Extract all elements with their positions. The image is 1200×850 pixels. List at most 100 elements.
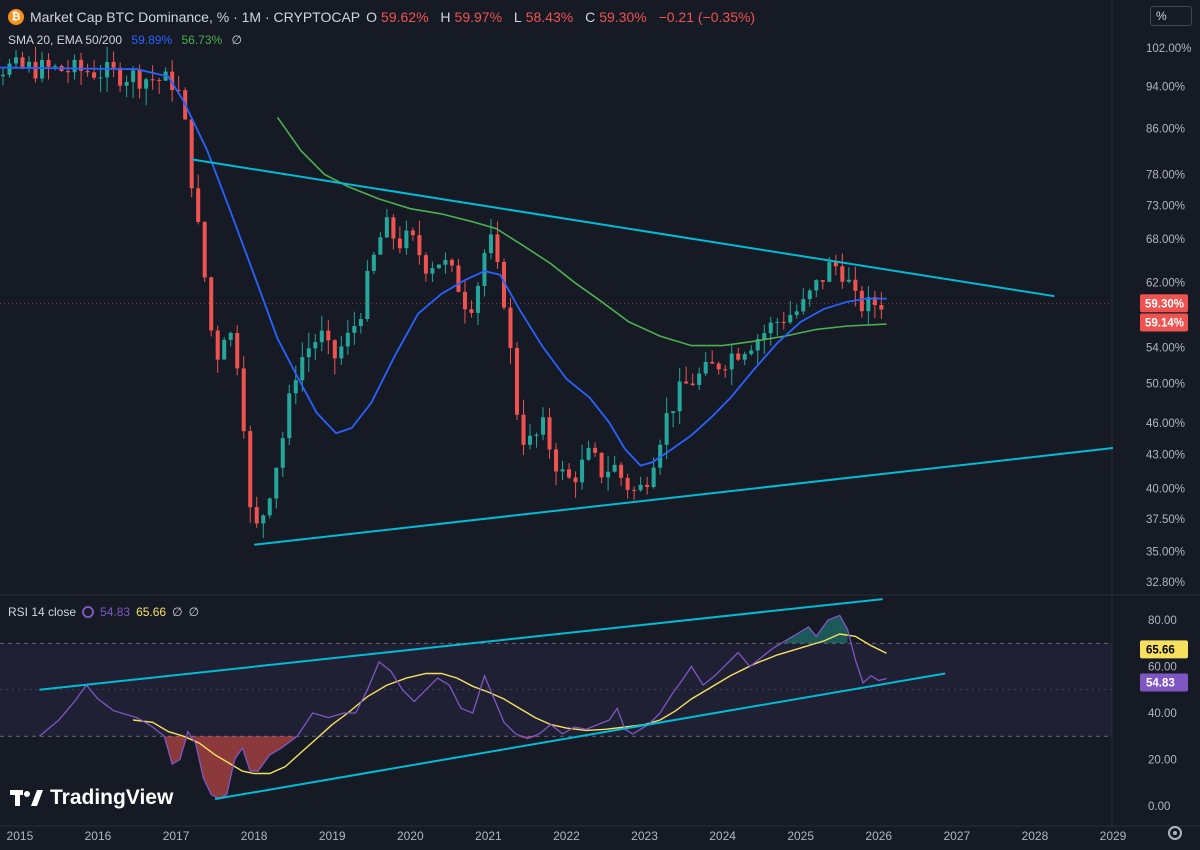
candle[interactable] <box>820 280 825 290</box>
candle[interactable] <box>723 365 728 378</box>
candle[interactable] <box>755 333 760 365</box>
candle[interactable] <box>872 290 877 319</box>
candle[interactable] <box>781 311 786 330</box>
main-pane[interactable] <box>0 46 1114 546</box>
candle[interactable] <box>749 345 754 356</box>
candle[interactable] <box>397 226 402 254</box>
candle[interactable] <box>150 65 155 90</box>
candle[interactable] <box>488 219 493 260</box>
candle[interactable] <box>736 347 741 362</box>
candle[interactable] <box>560 460 565 481</box>
candle[interactable] <box>866 285 871 326</box>
candle[interactable] <box>625 473 630 499</box>
candle[interactable] <box>332 339 337 375</box>
candle[interactable] <box>72 54 77 80</box>
candle[interactable] <box>170 60 175 102</box>
candle[interactable] <box>443 252 448 274</box>
candle[interactable] <box>267 497 272 519</box>
candle[interactable] <box>118 62 123 92</box>
candle[interactable] <box>131 66 136 99</box>
candle[interactable] <box>573 471 578 498</box>
candle[interactable] <box>144 77 149 106</box>
candle[interactable] <box>514 342 520 420</box>
candle[interactable] <box>840 253 845 289</box>
candle[interactable] <box>593 442 598 457</box>
candle[interactable] <box>26 56 32 73</box>
candle[interactable] <box>879 292 884 320</box>
trendline-rsi-lower[interactable] <box>214 672 946 801</box>
candle[interactable] <box>794 304 799 319</box>
candle[interactable] <box>547 408 552 459</box>
candle[interactable] <box>345 320 350 355</box>
candle[interactable] <box>189 119 194 198</box>
candle[interactable] <box>710 350 715 364</box>
candle[interactable] <box>358 312 363 334</box>
candle[interactable] <box>287 384 292 446</box>
trendline-rsi-upper[interactable] <box>39 598 883 691</box>
candle[interactable] <box>684 366 689 384</box>
candle[interactable] <box>716 361 721 375</box>
candle[interactable] <box>469 300 474 318</box>
candle[interactable] <box>92 60 97 80</box>
candle[interactable] <box>300 342 305 392</box>
symbol-title[interactable]: Market Cap BTC Dominance, % · 1M · CRYPT… <box>30 9 361 25</box>
candle[interactable] <box>814 279 819 298</box>
candle[interactable] <box>215 325 220 373</box>
candle[interactable] <box>645 476 650 495</box>
candle[interactable] <box>313 333 318 361</box>
candle[interactable] <box>768 316 773 346</box>
ema50-line[interactable] <box>276 117 887 347</box>
candle[interactable] <box>228 331 233 347</box>
candle[interactable] <box>703 352 708 376</box>
candle[interactable] <box>664 397 669 460</box>
candle[interactable] <box>567 463 572 480</box>
candle[interactable] <box>196 174 201 225</box>
candle[interactable] <box>846 267 851 284</box>
tradingview-logo[interactable]: TradingView <box>10 786 173 810</box>
candle[interactable] <box>85 63 90 77</box>
candle[interactable] <box>241 356 246 439</box>
candle[interactable] <box>788 300 793 325</box>
candle[interactable] <box>651 457 656 489</box>
candle[interactable] <box>690 373 695 386</box>
candle[interactable] <box>157 77 162 94</box>
candle[interactable] <box>580 444 585 490</box>
candle[interactable] <box>280 431 285 477</box>
candle[interactable] <box>404 220 409 255</box>
candle[interactable] <box>235 325 240 376</box>
candle[interactable] <box>430 261 435 283</box>
candle[interactable] <box>339 335 344 365</box>
candle[interactable] <box>482 249 487 297</box>
candle[interactable] <box>521 399 526 456</box>
candle[interactable] <box>417 220 422 265</box>
candle[interactable] <box>53 63 58 71</box>
candle[interactable] <box>534 432 539 448</box>
candle[interactable] <box>462 279 467 324</box>
sma20-line[interactable] <box>0 66 887 467</box>
candle[interactable] <box>697 367 702 390</box>
rsi-legend[interactable]: RSI 14 close 54.83 65.66 ∅ ∅ <box>8 605 199 619</box>
rsi-ma-line[interactable] <box>133 633 887 775</box>
candle[interactable] <box>365 260 370 322</box>
candle[interactable] <box>508 298 513 365</box>
candle[interactable] <box>306 332 311 372</box>
candle[interactable] <box>384 208 389 238</box>
candle[interactable] <box>638 476 643 492</box>
candle[interactable] <box>319 315 324 352</box>
candle[interactable] <box>859 285 864 318</box>
candle[interactable] <box>501 258 507 310</box>
candle[interactable] <box>352 311 357 345</box>
candle[interactable] <box>254 496 259 528</box>
candle[interactable] <box>274 467 279 509</box>
candle[interactable] <box>209 276 214 337</box>
candle[interactable] <box>671 411 676 428</box>
candle[interactable] <box>606 455 611 491</box>
candle[interactable] <box>742 351 747 366</box>
candle[interactable] <box>46 53 51 80</box>
candle[interactable] <box>599 452 604 484</box>
candle[interactable] <box>775 317 780 336</box>
candle[interactable] <box>475 282 480 326</box>
currency-button[interactable]: % <box>1150 6 1192 26</box>
candle[interactable] <box>449 258 454 273</box>
